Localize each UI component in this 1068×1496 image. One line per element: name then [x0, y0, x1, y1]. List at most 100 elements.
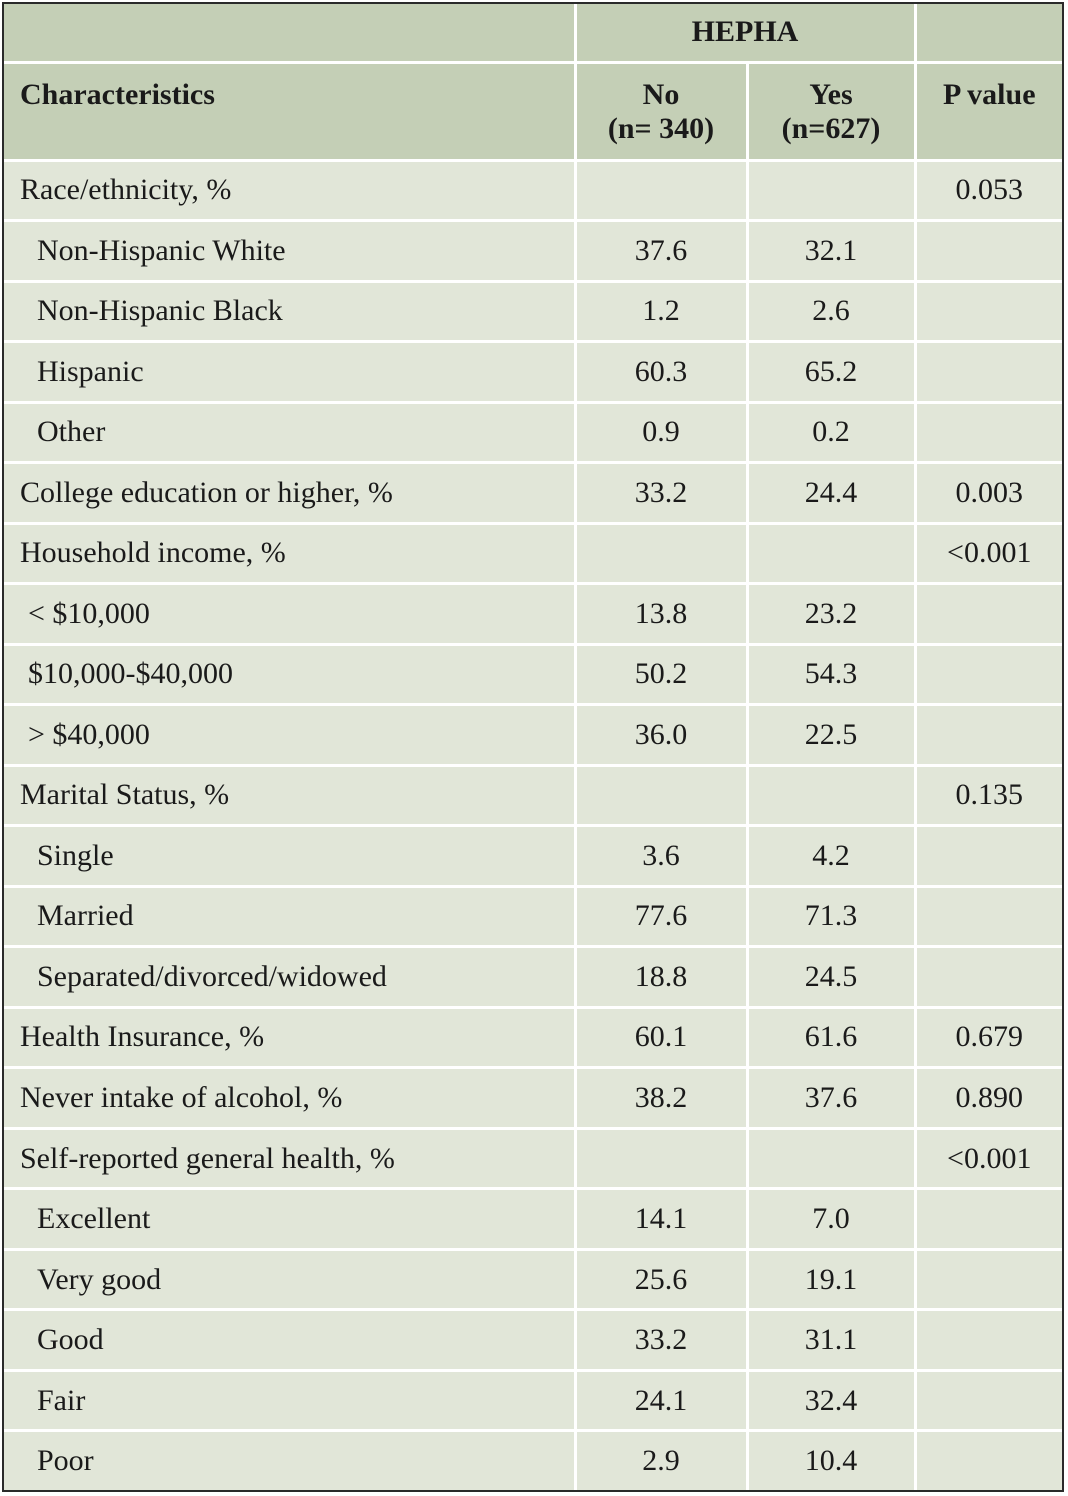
table-row: Other 0.9 0.2 — [4, 402, 1063, 465]
column-header-no-n: (n= 340) — [607, 111, 715, 145]
column-header-characteristics: Characteristics — [4, 62, 577, 162]
cell-no: 60.3 — [575, 341, 749, 404]
table-header: HEPHA Characteristics No (n= 340) Yes (n… — [4, 4, 1063, 162]
cell-yes: 0.2 — [747, 402, 917, 465]
row-label: Race/ethnicity, % — [4, 160, 577, 223]
cell-no: 24.1 — [575, 1370, 749, 1433]
row-label: Separated/divorced/widowed — [4, 946, 577, 1009]
table-row: Self-reported general health, % <0.001 — [4, 1128, 1063, 1191]
table-row: Race/ethnicity, % 0.053 — [4, 160, 1063, 223]
cell-p-value — [915, 583, 1063, 646]
column-header-p-value: P value — [915, 62, 1063, 162]
cell-yes — [747, 1128, 917, 1191]
cell-yes: 31.1 — [747, 1309, 917, 1372]
cell-p-value — [915, 1309, 1063, 1372]
cell-no — [575, 523, 749, 586]
table-row: Single 3.6 4.2 — [4, 825, 1063, 888]
cell-no: 0.9 — [575, 402, 749, 465]
table-row: Marital Status, % 0.135 — [4, 765, 1063, 828]
cell-yes: 22.5 — [747, 704, 917, 767]
cell-no: 3.6 — [575, 825, 749, 888]
cell-yes: 24.5 — [747, 946, 917, 1009]
cell-yes: 10.4 — [747, 1430, 917, 1490]
cell-yes: 37.6 — [747, 1067, 917, 1130]
cell-yes: 32.4 — [747, 1370, 917, 1433]
cell-p-value — [915, 1370, 1063, 1433]
cell-no: 13.8 — [575, 583, 749, 646]
row-label: Very good — [4, 1249, 577, 1312]
cell-no: 2.9 — [575, 1430, 749, 1490]
row-label: Fair — [4, 1370, 577, 1433]
cell-p-value — [915, 341, 1063, 404]
table-row: > $40,000 36.0 22.5 — [4, 704, 1063, 767]
row-label: Poor — [4, 1430, 577, 1490]
cell-yes: 19.1 — [747, 1249, 917, 1312]
row-label: Never intake of alcohol, % — [4, 1067, 577, 1130]
table-row: Non-Hispanic White 37.6 32.1 — [4, 220, 1063, 283]
row-label: Self-reported general health, % — [4, 1128, 577, 1191]
cell-no: 50.2 — [575, 644, 749, 707]
header-empty-cell — [4, 4, 577, 64]
row-label: > $40,000 — [4, 704, 577, 767]
cell-yes: 65.2 — [747, 341, 917, 404]
cell-p-value — [915, 402, 1063, 465]
cell-yes: 2.6 — [747, 281, 917, 344]
cell-p-value — [915, 946, 1063, 1009]
table-row: Poor 2.9 10.4 — [4, 1430, 1063, 1490]
row-label: Non-Hispanic White — [4, 220, 577, 283]
cell-p-value: 0.053 — [915, 160, 1063, 223]
cell-no: 38.2 — [575, 1067, 749, 1130]
cell-yes — [747, 523, 917, 586]
cell-p-value: 0.003 — [915, 462, 1063, 525]
column-header-no: No (n= 340) — [575, 62, 749, 162]
cell-yes: 4.2 — [747, 825, 917, 888]
column-header-yes-label: Yes — [809, 77, 853, 111]
group-header-hepha: HEPHA — [575, 4, 917, 64]
row-label: Other — [4, 402, 577, 465]
cell-no: 25.6 — [575, 1249, 749, 1312]
row-label: Married — [4, 886, 577, 949]
cell-no: 18.8 — [575, 946, 749, 1009]
cell-p-value: 0.679 — [915, 1007, 1063, 1070]
row-label: < $10,000 — [4, 583, 577, 646]
table-row: Non-Hispanic Black 1.2 2.6 — [4, 281, 1063, 344]
cell-yes: 24.4 — [747, 462, 917, 525]
cell-p-value: 0.890 — [915, 1067, 1063, 1130]
table-row: Health Insurance, % 60.1 61.6 0.679 — [4, 1007, 1063, 1070]
cell-p-value: <0.001 — [915, 1128, 1063, 1191]
table-body: Race/ethnicity, % 0.053 Non-Hispanic White… — [4, 160, 1063, 1490]
table-row: < $10,000 13.8 23.2 — [4, 583, 1063, 646]
cell-no: 33.2 — [575, 1309, 749, 1372]
cell-no: 1.2 — [575, 281, 749, 344]
column-header-yes: Yes (n=627) — [747, 62, 917, 162]
table-row: Excellent 14.1 7.0 — [4, 1188, 1063, 1251]
cell-no: 37.6 — [575, 220, 749, 283]
column-header-no-label: No — [642, 77, 680, 111]
cell-no: 14.1 — [575, 1188, 749, 1251]
table-row: College education or higher, % 33.2 24.4 0.… — [4, 462, 1063, 525]
cell-p-value — [915, 1188, 1063, 1251]
cell-p-value: 0.135 — [915, 765, 1063, 828]
table-row: Married 77.6 71.3 — [4, 886, 1063, 949]
table-row: $10,000-$40,000 50.2 54.3 — [4, 644, 1063, 707]
cell-p-value — [915, 281, 1063, 344]
cell-yes — [747, 765, 917, 828]
table-row: Never intake of alcohol, % 38.2 37.6 0.890 — [4, 1067, 1063, 1130]
column-header-yes-n: (n=627) — [781, 111, 881, 145]
cell-no: 36.0 — [575, 704, 749, 767]
row-label: Marital Status, % — [4, 765, 577, 828]
cell-p-value — [915, 704, 1063, 767]
cell-no: 60.1 — [575, 1007, 749, 1070]
cell-no — [575, 765, 749, 828]
table-row: Hispanic 60.3 65.2 — [4, 341, 1063, 404]
cell-p-value — [915, 886, 1063, 949]
cell-yes — [747, 160, 917, 223]
cell-yes: 32.1 — [747, 220, 917, 283]
data-table: HEPHA Characteristics No (n= 340) Yes (n… — [4, 4, 1063, 1490]
row-label: Excellent — [4, 1188, 577, 1251]
header-empty-cell — [915, 4, 1063, 64]
table-row: Very good 25.6 19.1 — [4, 1249, 1063, 1312]
table-row: Separated/divorced/widowed 18.8 24.5 — [4, 946, 1063, 1009]
cell-yes: 54.3 — [747, 644, 917, 707]
